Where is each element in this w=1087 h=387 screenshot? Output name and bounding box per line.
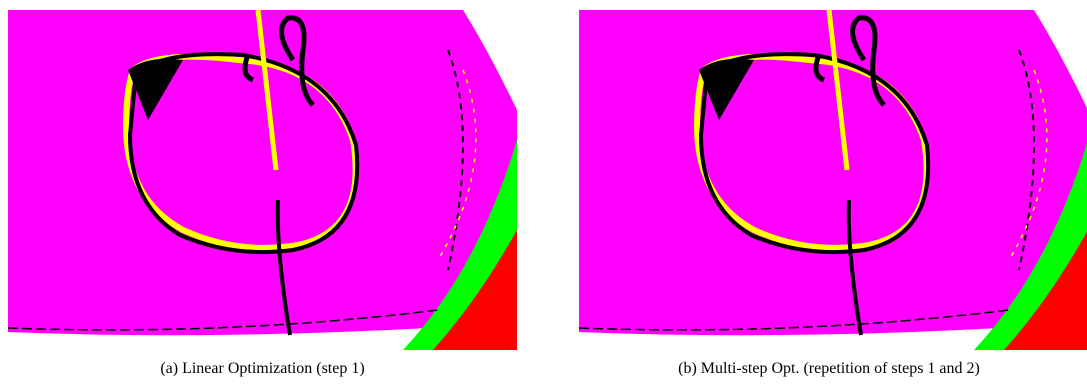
panel-image — [579, 10, 1087, 350]
caption: (b) Multi-step Opt. (repetition of steps… — [579, 360, 1079, 378]
panel-image — [8, 10, 517, 350]
figure-page: (a) Linear Optimization (step 1) (b) Mul… — [0, 0, 1087, 387]
caption: (a) Linear Optimization (step 1) — [8, 360, 517, 378]
